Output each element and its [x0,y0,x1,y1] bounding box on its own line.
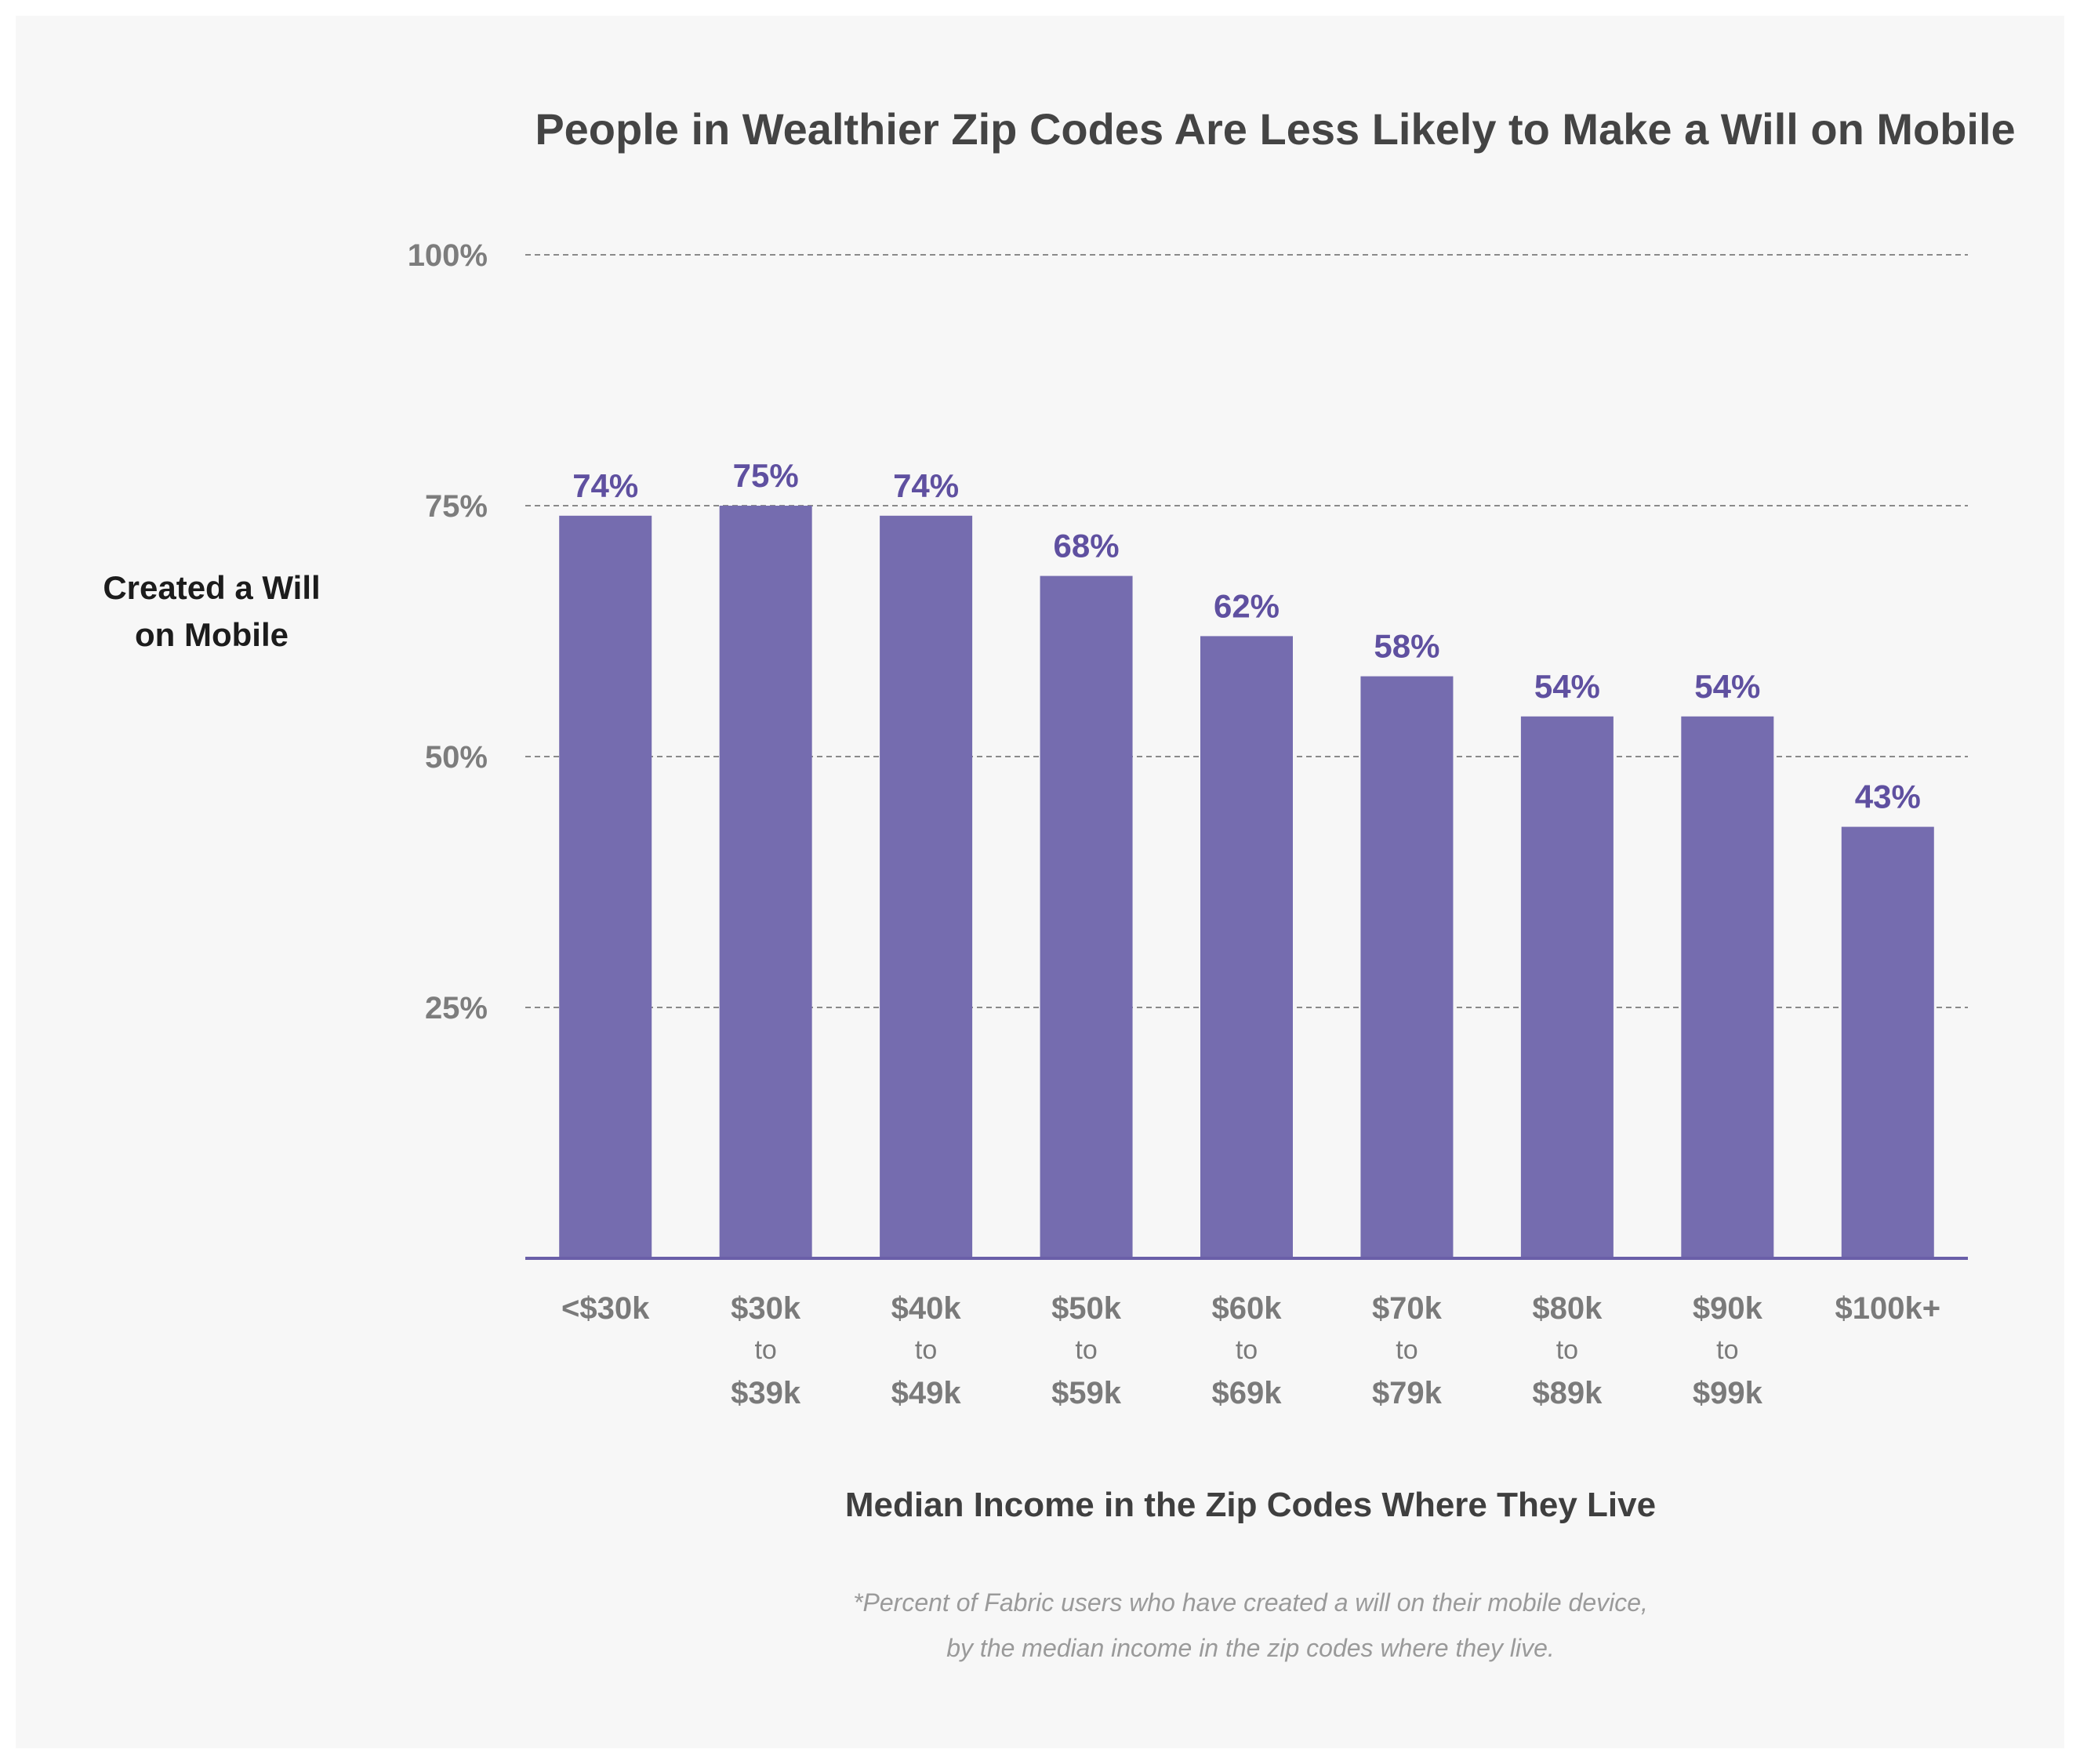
footnote-line-1: *Percent of Fabric users who have create… [853,1588,1648,1617]
bar-6 [1360,676,1454,1258]
data-label-9: 43% [1855,779,1921,815]
x-tick-label-7-line-3: $89k [1532,1376,1603,1410]
y-tick-label-25: 25% [425,991,488,1025]
x-tick-label-6-line-1: $70k [1372,1291,1443,1326]
data-label-1: 74% [572,467,638,504]
data-label-8: 54% [1694,668,1760,705]
data-label-2: 75% [733,457,799,494]
x-tick-label-3-line-2: to [915,1335,937,1365]
x-tick-label-9-line-1: $100k+ [1835,1291,1940,1326]
bar-3 [880,515,973,1258]
data-label-3: 74% [893,467,959,504]
x-tick-label-1-line-1: <$30k [561,1291,650,1326]
x-tick-label-2-line-1: $30k [731,1291,801,1326]
bar-1 [559,515,652,1258]
x-tick-label-7-line-1: $80k [1532,1291,1603,1326]
bar-9 [1841,826,1934,1258]
data-label-4: 68% [1054,528,1120,564]
y-tick-label-100: 100% [408,238,488,273]
x-tick-label-8-line-1: $90k [1693,1291,1763,1326]
x-tick-label-8-line-2: to [1716,1335,1738,1365]
y-tick-labels: 25% 50% 75% 100% [408,238,488,1025]
bar-5 [1200,636,1293,1258]
x-tick-label-6-line-2: to [1396,1335,1418,1365]
x-tick-label-5-line-3: $69k [1212,1376,1283,1410]
x-tick-label-5-line-2: to [1236,1335,1258,1365]
y-tick-label-50: 50% [425,740,488,775]
data-labels: 74% 75% 74% 68% 62% 58% 54% 54% 43% [572,457,1921,815]
bars [559,506,1934,1258]
x-tick-label-7-line-2: to [1556,1335,1578,1365]
chart-title: People in Wealthier Zip Codes Are Less L… [535,104,2016,154]
data-label-5: 62% [1214,587,1280,624]
y-axis-title-line-1: Created a Will [103,569,321,606]
x-tick-label-6-line-3: $79k [1372,1376,1443,1410]
bar-2 [719,506,812,1258]
x-tick-label-4-line-3: $59k [1051,1376,1122,1410]
data-label-6: 58% [1374,628,1439,665]
x-tick-label-2-line-2: to [754,1335,776,1365]
y-tick-label-75: 75% [425,489,488,524]
x-tick-label-8-line-3: $99k [1693,1376,1763,1410]
data-label-7: 54% [1534,668,1600,705]
bar-4 [1040,575,1133,1258]
x-tick-label-2-line-3: $39k [731,1376,801,1410]
x-tick-label-4-line-1: $50k [1051,1291,1122,1326]
bar-7 [1520,716,1614,1258]
footnote-line-2: by the median income in the zip codes wh… [946,1634,1555,1662]
x-tick-label-3-line-3: $49k [891,1376,962,1410]
y-axis-title: Created a Will on Mobile [63,564,361,659]
x-tick-label-4-line-2: to [1075,1335,1097,1365]
x-axis-title: Median Income in the Zip Codes Where The… [844,1486,1657,1524]
x-tick-label-3-line-1: $40k [891,1291,962,1326]
y-axis-title-line-2: on Mobile [135,616,289,653]
bar-8 [1681,716,1774,1258]
x-tick-label-5-line-1: $60k [1212,1291,1283,1326]
x-tick-labels: <$30k $30k to $39k $40k to $49k $50k to $59k $60k t… [561,1291,1940,1410]
footnote: *Percent of Fabric users who have create… [16,1580,2080,1671]
